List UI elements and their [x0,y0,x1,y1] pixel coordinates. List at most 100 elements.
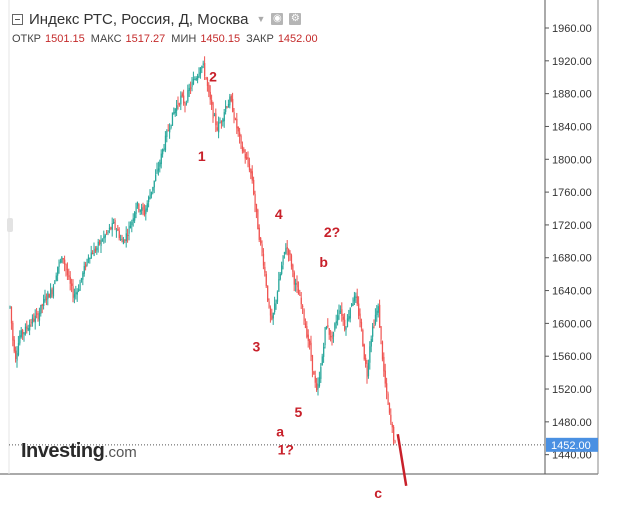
candle-body [348,316,350,320]
candle-body [24,326,27,334]
left-scroll-handle[interactable] [7,218,13,232]
chevron-down-icon[interactable]: ▼ [256,14,266,24]
candle-body [176,105,178,111]
candle-body [268,301,270,308]
candle-body [307,334,309,341]
gear-icon[interactable]: ⚙ [289,13,302,25]
chart-title: Индекс РТС, Россия, Д, Москва [29,10,249,28]
candle-body [309,340,311,346]
candle-body [209,91,211,100]
logo-domain: .com [104,444,137,461]
candle-body [296,281,298,288]
candle-body [57,266,59,276]
camera-icon[interactable]: ◉ [271,13,284,25]
open-value: 1501.15 [45,33,85,45]
candle-body [321,356,323,366]
candle-body [58,261,60,267]
candle-body [138,204,140,211]
wave-label: a [276,424,284,440]
candle-body [121,238,123,242]
candle-body [302,305,304,308]
candle-body [269,307,272,316]
candle-body [246,157,248,159]
candle-body [127,235,129,237]
candle-body [331,335,333,339]
collapse-legend-button[interactable] [12,13,23,25]
candle-body [157,168,160,171]
candle-body [69,276,71,284]
candle-body [113,221,115,224]
candle-body [254,194,256,206]
candle-body [379,304,381,328]
logo-name: Investing [21,440,105,462]
candle-body [9,306,11,308]
candle-body [358,303,360,316]
candle-body [139,209,141,212]
y-tick-label: 1880.00 [552,89,592,101]
candle-body [34,315,36,323]
candle-body [128,225,130,234]
wave-label: 4 [275,206,283,222]
candle-body [243,149,245,153]
candle-body [388,403,391,413]
candle-body [386,383,388,393]
candle-body [125,233,127,242]
candle-body [78,289,80,291]
candle-body [195,77,197,80]
candle-body [304,323,307,328]
candle-body [36,313,38,315]
candle-body [142,205,144,210]
candle-body [380,326,382,340]
candle-body [220,121,223,123]
candle-body [232,98,234,112]
candle-body [292,264,294,272]
candle-body [26,326,28,329]
candle-body [362,329,364,347]
candle-body [261,244,263,253]
candle-body [19,335,21,344]
candle-body [191,82,193,87]
candle-body [299,294,301,296]
candle-body [314,376,316,383]
candle-body [393,426,395,441]
candle-body [260,237,262,244]
y-tick-label: 1440.00 [552,450,592,462]
y-tick-label: 1640.00 [552,286,592,298]
candle-body [376,310,378,316]
investing-logo: Investing.com [21,440,137,463]
candle-body [213,114,216,116]
candle-body [290,255,293,267]
candle-body [180,95,182,105]
candle-body [324,327,326,346]
candle-body [164,135,167,151]
candle-body [384,370,386,384]
candle-body [114,220,116,229]
candle-body [183,95,185,104]
candle-body [47,292,49,300]
candle-body [330,335,332,338]
candle-body [339,311,342,313]
candle-body [141,207,143,211]
candle-body [159,162,161,167]
candle-body [373,325,375,327]
y-tick-label: 1560.00 [552,351,592,363]
wave-label: 1? [278,442,294,458]
candle-body [71,283,73,286]
candle-body [223,112,225,122]
candle-body [146,203,148,211]
candle-body [300,297,302,305]
candle-body [104,234,106,238]
candle-body [16,353,18,361]
y-tick-label: 1520.00 [552,384,592,396]
candle-body [293,272,295,285]
candle-body [23,332,25,335]
candle-body [394,441,396,443]
candle-body [20,330,22,337]
candle-body [54,281,56,285]
candle-body [143,210,146,215]
candle-body [110,227,112,230]
candle-body [323,347,325,357]
candle-body [169,128,171,133]
candle-body [233,112,235,119]
